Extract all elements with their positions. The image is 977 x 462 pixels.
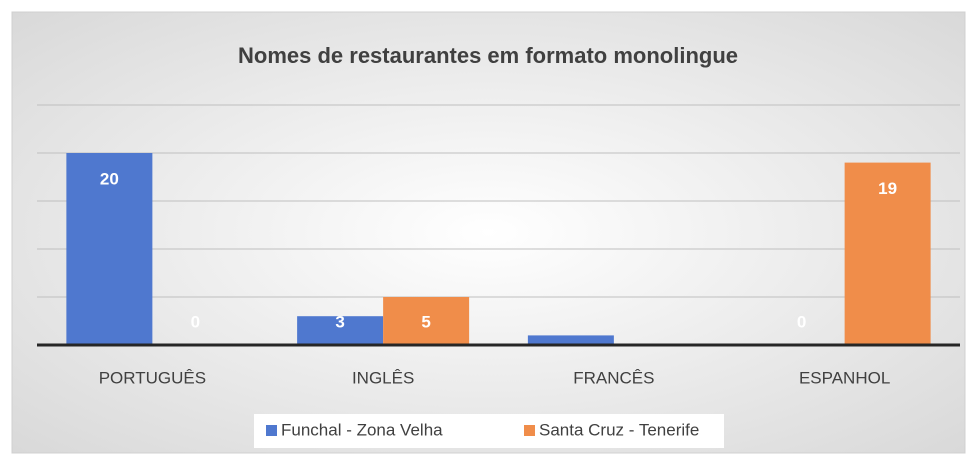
legend-label: Santa Cruz - Tenerife <box>539 420 699 439</box>
bar <box>383 297 470 345</box>
x-tick-label: ESPANHOL <box>799 368 890 387</box>
data-label: 19 <box>878 179 897 198</box>
bar <box>297 316 384 345</box>
bar <box>66 153 153 345</box>
chart-title: Nomes de restaurantes em formato monolin… <box>238 43 738 68</box>
legend-box <box>254 414 724 448</box>
chart-area <box>11 11 966 454</box>
x-tick-label: PORTUGUÊS <box>99 368 206 387</box>
data-label: 20 <box>100 169 119 188</box>
x-tick-label: FRANCÊS <box>573 368 654 387</box>
bar <box>844 162 931 345</box>
data-label: 0 <box>191 312 200 331</box>
data-label: 0 <box>797 312 806 331</box>
data-label: 5 <box>421 312 430 331</box>
x-tick-label: INGLÊS <box>352 368 414 387</box>
legend-swatch <box>266 425 277 436</box>
legend-swatch <box>524 425 535 436</box>
legend-label: Funchal - Zona Velha <box>281 420 443 439</box>
bar <box>527 335 614 345</box>
data-label: 3 <box>335 312 344 331</box>
